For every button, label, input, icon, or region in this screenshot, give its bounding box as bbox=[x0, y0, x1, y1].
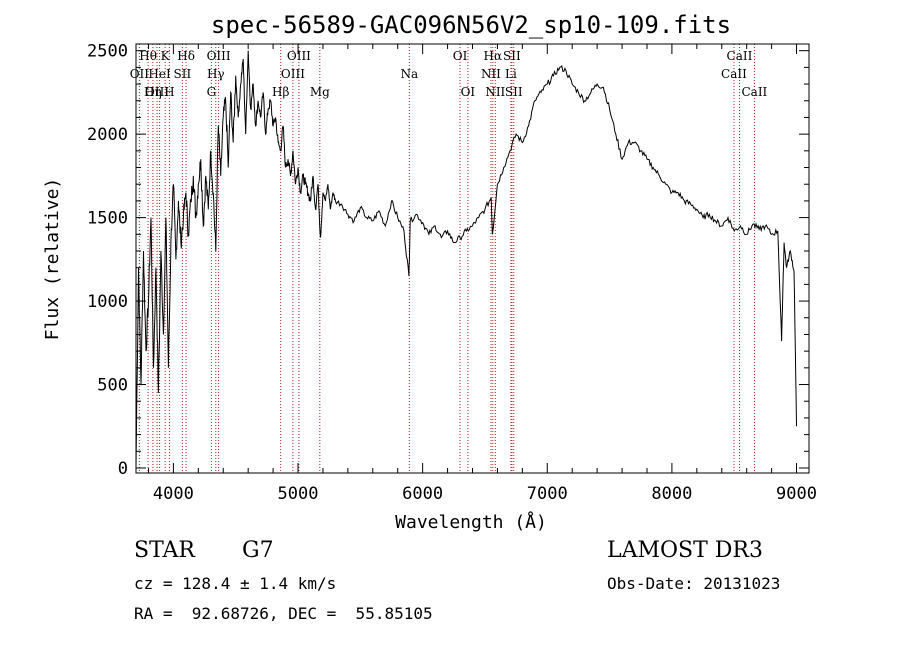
y-tick-label: 2500 bbox=[87, 42, 128, 62]
x-axis-ticks: 4000 5000 6000 7000 8000 9000 bbox=[147, 44, 817, 504]
line-marker-label: OIII bbox=[145, 85, 169, 99]
line-marker-label: OII bbox=[130, 67, 150, 81]
y-tick-label: 2000 bbox=[87, 125, 128, 145]
y-tick-label: 1000 bbox=[87, 292, 128, 312]
line-marker-label: SII bbox=[505, 85, 523, 99]
line-marker-label: Mg bbox=[310, 85, 330, 99]
x-tick-label: 6000 bbox=[402, 484, 443, 504]
line-marker-label: Li bbox=[505, 67, 517, 81]
survey-label: LAMOST DR3 bbox=[607, 538, 763, 563]
line-marker-label: K bbox=[161, 49, 171, 63]
x-axis-label: Wavelength (Å) bbox=[395, 511, 547, 533]
line-marker-label: OIII bbox=[287, 49, 311, 63]
line-marker-label: Hβ bbox=[272, 85, 289, 99]
line-marker-label: Hη bbox=[144, 85, 162, 99]
line-markers bbox=[138, 44, 755, 473]
plot-frame bbox=[135, 43, 810, 474]
line-marker-label: OIII bbox=[281, 67, 305, 81]
line-marker-label: OI bbox=[453, 49, 468, 63]
subclass-label: G7 bbox=[242, 538, 274, 563]
line-marker-label: Hθ bbox=[139, 49, 157, 63]
line-marker-label: Hα bbox=[484, 49, 503, 63]
line-marker-label: CaII bbox=[727, 49, 753, 63]
line-marker-label: OIII bbox=[207, 49, 231, 63]
line-marker-label: Na bbox=[400, 67, 418, 81]
x-tick-label: 7000 bbox=[527, 484, 568, 504]
y-tick-label: 1500 bbox=[87, 209, 128, 229]
x-tick-label: 5000 bbox=[278, 484, 319, 504]
line-marker-label: G bbox=[207, 85, 217, 99]
coordinates-text: RA = 92.68726, DEC = 55.85105 bbox=[134, 604, 433, 623]
line-marker-label: HeI bbox=[148, 67, 171, 81]
line-marker-label: CaII bbox=[741, 85, 767, 99]
line-marker-label: NII bbox=[481, 67, 501, 81]
y-axis-label: Flux (relative) bbox=[42, 178, 63, 341]
y-tick-label: 500 bbox=[97, 376, 128, 396]
line-marker-label: SII bbox=[174, 67, 192, 81]
line-marker-label: NII bbox=[485, 85, 505, 99]
line-marker-label: H bbox=[164, 85, 174, 99]
y-tick-label: 0 bbox=[118, 459, 128, 479]
line-marker-label: Hδ bbox=[177, 49, 195, 63]
x-tick-label: 8000 bbox=[651, 484, 692, 504]
y-axis-ticks: 0 500 1000 1500 2000 2500 bbox=[87, 42, 809, 479]
x-tick-label: 9000 bbox=[776, 484, 817, 504]
line-marker-label: Hγ bbox=[207, 67, 225, 81]
line-marker-label: CaII bbox=[721, 67, 747, 81]
line-marker-label: OI bbox=[461, 85, 476, 99]
spectrum-line bbox=[135, 50, 797, 469]
class-label: STAR bbox=[134, 538, 195, 563]
obs-date-text: Obs-Date: 20131023 bbox=[607, 574, 781, 593]
cz-text: cz = 128.4 ± 1.4 km/s bbox=[134, 574, 337, 593]
chart-title: spec-56589-GAC096N56V2_sp10-109.fits bbox=[211, 11, 731, 39]
x-tick-label: 4000 bbox=[153, 484, 194, 504]
line-marker-label: SII bbox=[503, 49, 521, 63]
